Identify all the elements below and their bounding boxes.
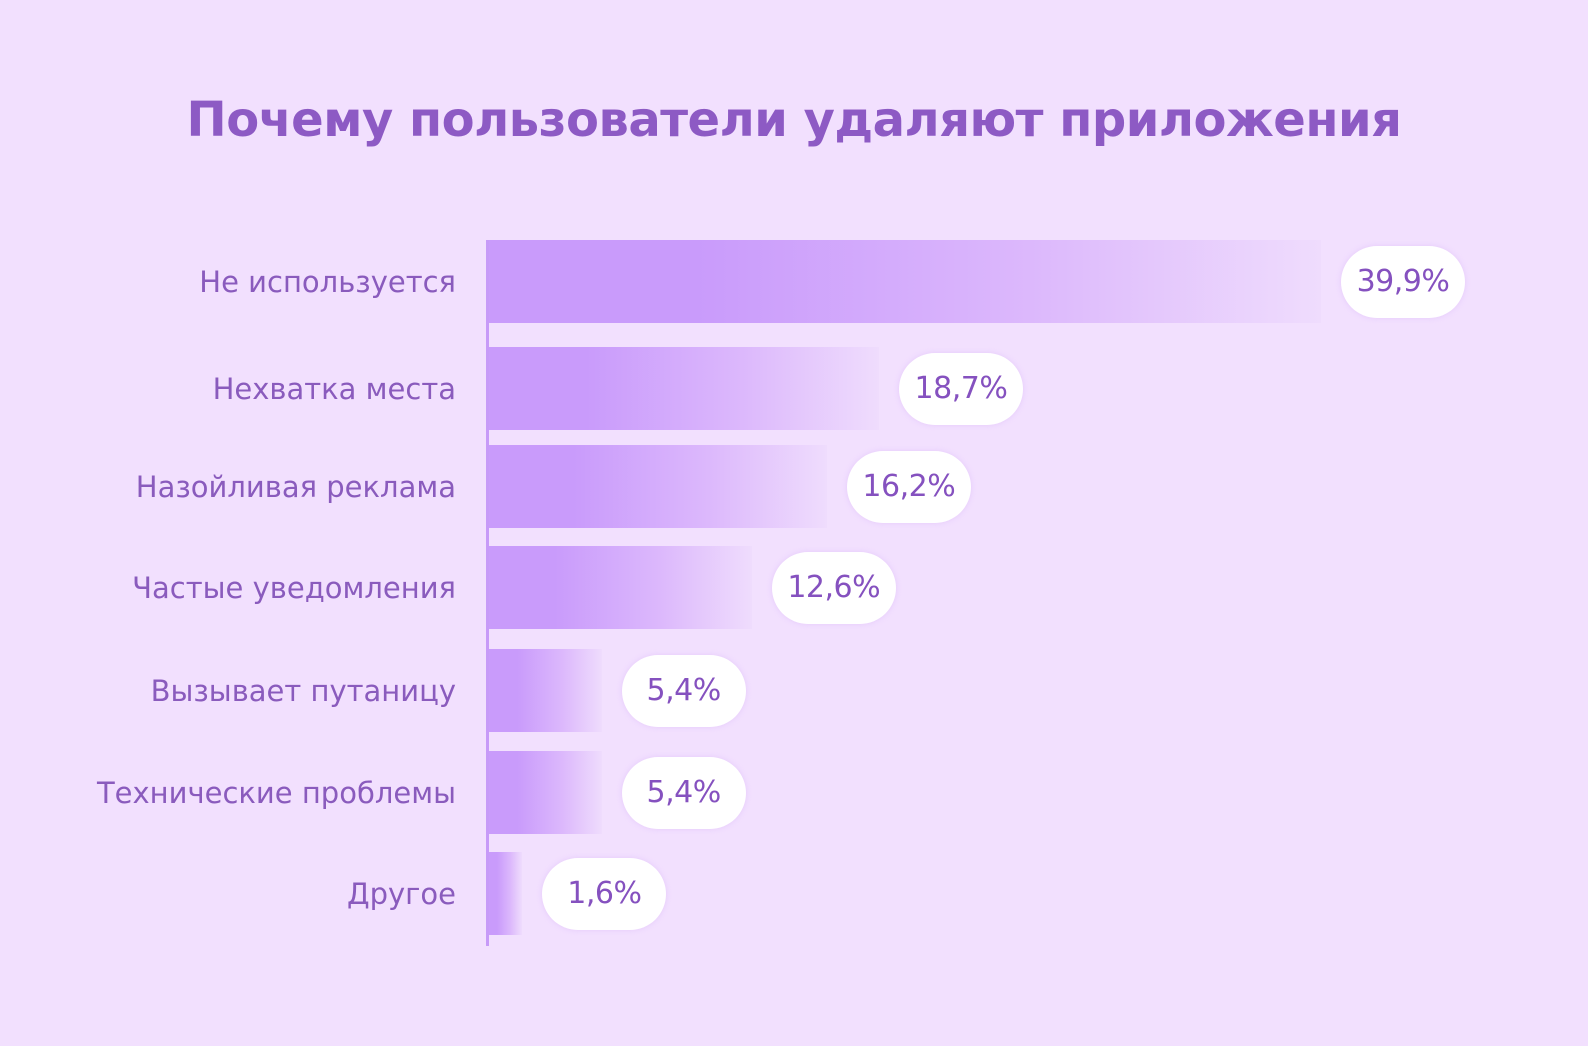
- bar: [489, 852, 523, 935]
- category-label: Нехватка места: [212, 371, 456, 406]
- category-label: Не используется: [199, 264, 456, 299]
- chart-title: Почему пользователи удаляют приложения: [186, 92, 1402, 148]
- y-axis-line: [486, 240, 489, 946]
- category-label: Вызывает путаницу: [150, 673, 456, 708]
- value-label: 39,9%: [1341, 245, 1465, 318]
- category-label: Частые уведомления: [132, 570, 456, 605]
- value-label: 18,7%: [898, 352, 1023, 425]
- value-label: 12,6%: [771, 551, 896, 624]
- category-label: Другое: [346, 876, 456, 911]
- value-label: 5,4%: [621, 654, 746, 727]
- category-label: Технические проблемы: [96, 775, 456, 810]
- value-label: 5,4%: [621, 756, 746, 829]
- category-label: Назойливая реклама: [135, 469, 456, 504]
- bar: [489, 751, 602, 834]
- bar: [489, 445, 827, 528]
- bar: [489, 546, 752, 629]
- bar: [489, 347, 879, 430]
- value-label: 16,2%: [846, 450, 971, 523]
- value-label: 1,6%: [542, 857, 667, 930]
- bar: [489, 240, 1321, 323]
- bar: [489, 649, 602, 732]
